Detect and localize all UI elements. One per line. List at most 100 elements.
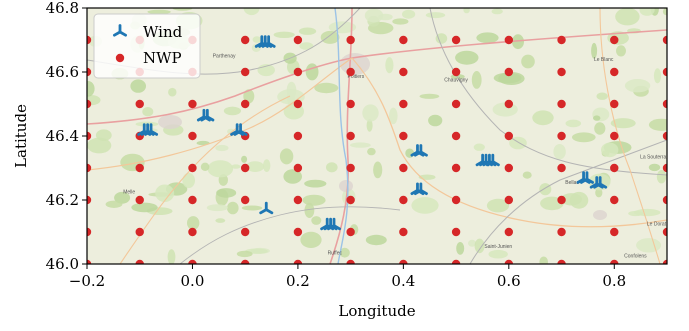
map-patch [302,194,326,206]
nwp-point [557,67,566,77]
map-patch [553,144,566,160]
map-patch [522,171,532,179]
nwp-point [610,99,619,109]
nwp-point [610,131,619,141]
map-patch [435,33,448,44]
map-patch [389,107,398,125]
nwp-point [451,163,461,173]
map-patch [366,119,373,132]
x-tick-label: 0.8 [602,272,626,290]
map-patch [314,82,339,94]
nwp-point [662,67,667,77]
map-patch [539,256,548,264]
nwp-point [240,227,250,237]
map-patch [182,172,195,189]
map-place-label: Ruffec [328,250,343,256]
map-patch [364,8,384,23]
legend-label-nwp: NWP [143,49,182,67]
map-patch [463,8,470,14]
map-patch [243,8,260,16]
legend-nwp-marker [115,53,125,63]
map-patch [167,249,176,264]
nwp-point [87,259,92,264]
map-road [599,8,661,264]
nwp-point [662,99,667,109]
nwp-point [504,195,514,205]
map-patch [339,247,350,258]
nwp-point [188,195,197,205]
map-patch [411,197,439,214]
map-patch [142,107,154,117]
map-patch [425,12,446,19]
nwp-point [240,195,250,205]
map-patch [311,216,322,225]
map-patch [273,31,295,38]
map-patch [320,30,340,44]
map-patch [114,191,131,204]
map-patch [521,54,535,69]
map-patch [263,159,271,173]
x-axis-label: Longitude [338,302,415,320]
nwp-point [346,67,355,77]
nwp-point [451,67,461,77]
map-patch [328,21,357,34]
map-patch [187,216,200,230]
map-patch [636,238,662,253]
nwp-point [346,131,355,141]
nwp-point [504,227,514,237]
nwp-point [662,131,667,141]
nwp-point [662,195,667,205]
legend: Wind NWP [93,13,201,79]
nwp-point [87,131,92,141]
x-tick-label: 0.6 [497,272,521,290]
map-patch [304,202,315,218]
nwp-point [504,163,514,173]
map-patch [299,42,314,50]
map-patch [428,114,443,127]
map-patch [455,50,479,65]
map-patch [615,8,640,26]
map-patch [624,79,651,93]
map-patch [223,106,241,116]
map-patch [300,231,322,248]
map-patch [539,183,552,196]
nwp-point [557,195,566,205]
nwp-point [451,35,461,45]
map-place-label: La Souterraine [640,154,673,160]
map-road [469,139,667,264]
nwp-point [557,163,566,173]
map-patch [656,170,667,184]
nwp-point [240,259,250,264]
map-patch [367,147,376,156]
map-patch [473,143,485,151]
nwp-point [557,259,566,264]
map-place-label: Chauvigny [444,78,468,84]
nwp-point [557,35,566,45]
nwp-point [346,35,355,45]
x-tick-label: 0.2 [286,272,310,290]
map-patch [350,142,371,148]
nwp-point [188,99,197,109]
map-patch [105,200,123,208]
nwp-point [662,227,667,237]
nwp-point [87,227,92,237]
map-patch [206,204,228,212]
map-patch [362,104,379,122]
map-patch [231,164,241,169]
nwp-point [610,227,619,237]
map-patch [560,193,583,206]
nwp-point [188,163,197,173]
map-patch [130,79,146,93]
nwp-point [135,99,144,109]
nwp-point [87,163,92,173]
nwp-point [451,195,461,205]
nwp-point [346,227,355,237]
map-patch [648,118,667,131]
nwp-point [240,35,250,45]
map-patch [402,9,416,19]
map-place-label: Le Blanc [594,57,614,63]
nwp-point [504,35,514,45]
map-patch [596,92,608,100]
nwp-point [135,259,144,264]
y-tick-label: 46.6 [46,63,79,81]
